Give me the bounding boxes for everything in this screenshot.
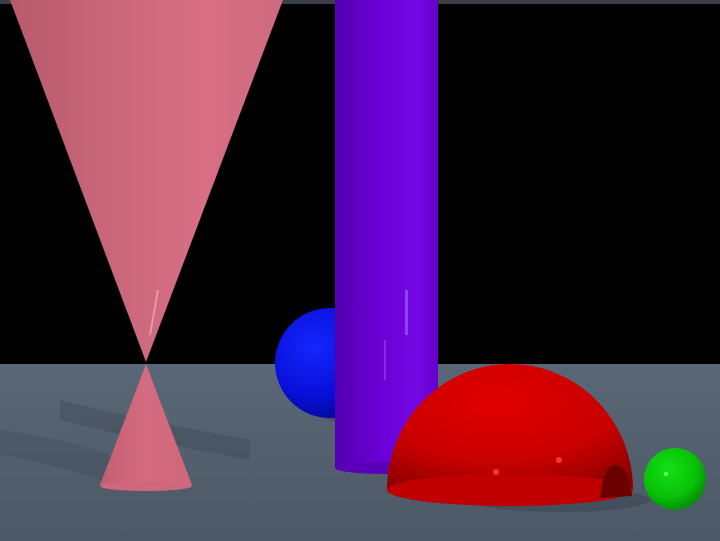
- green-sphere-highlight: [664, 472, 668, 476]
- pink-double-cone: [10, 0, 283, 491]
- red-hemisphere: [387, 364, 633, 506]
- green-sphere: [644, 448, 706, 510]
- purple-cylinder: [335, 0, 438, 474]
